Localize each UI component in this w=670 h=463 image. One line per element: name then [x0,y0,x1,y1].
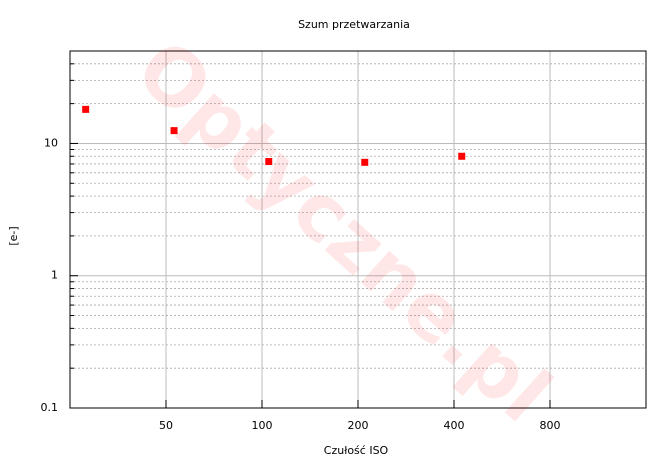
point [170,127,178,135]
point [458,152,466,160]
y-axis-label: [e-] [7,226,20,245]
point [265,158,273,166]
y-tick-label: 0.1 [41,401,59,414]
x-axis-label: Czułość ISO [324,444,389,457]
point [82,105,90,113]
chart-title: Szum przetwarzania [298,18,410,31]
x-tick-label: 200 [348,419,369,432]
y-tick-label: 1 [51,269,58,282]
point [361,158,369,166]
x-tick-label: 50 [159,419,173,432]
y-tick-label: 10 [44,136,58,149]
x-tick-label: 100 [252,419,273,432]
watermark: Optyczne.pl [119,23,568,440]
x-tick-label: 800 [540,419,561,432]
x-tick-label: 400 [444,419,465,432]
